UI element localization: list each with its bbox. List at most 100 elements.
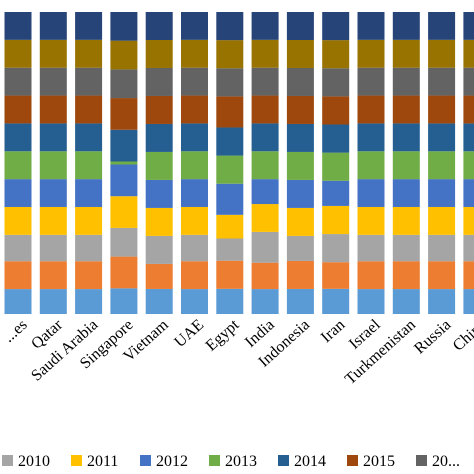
bar-segment xyxy=(145,235,173,264)
bar-segment xyxy=(463,151,474,180)
bar-segment xyxy=(428,289,456,314)
bar-segment xyxy=(392,39,420,68)
bar-segment xyxy=(428,39,456,68)
bar-segment xyxy=(357,261,385,290)
bar-segment xyxy=(357,39,385,68)
bar-segment xyxy=(110,196,138,228)
bar-segment xyxy=(216,238,244,261)
bar-segment xyxy=(251,262,279,290)
bar-segment xyxy=(75,39,103,68)
legend-swatch xyxy=(416,455,427,466)
bar-segment xyxy=(216,40,244,69)
bar-segment xyxy=(392,12,420,40)
bar-segment xyxy=(4,261,32,290)
bar-segment xyxy=(251,67,279,96)
bar-segment xyxy=(145,39,173,68)
bar-segment xyxy=(322,205,350,235)
bar-segment xyxy=(4,234,32,262)
bar-segment xyxy=(322,124,350,153)
legend: 2010 2011 2012 2013 2014 2015 20... xyxy=(2,453,460,470)
bar-segment xyxy=(39,179,67,207)
bar-segment xyxy=(357,123,385,152)
bar-segment xyxy=(4,289,32,314)
x-tick-label: Egypt xyxy=(203,316,243,355)
bar-segment xyxy=(75,95,103,124)
bar-segment xyxy=(286,179,314,208)
bar-segment xyxy=(75,261,103,290)
bar-segment xyxy=(110,256,138,289)
legend-swatch xyxy=(209,455,220,466)
x-tick-label: China xyxy=(450,316,474,354)
bar-segment xyxy=(392,289,420,314)
bar-segment xyxy=(216,96,244,128)
bar-segment xyxy=(286,207,314,236)
bar-segment xyxy=(286,260,314,289)
bar-segment xyxy=(251,12,279,40)
x-tick-label: Russia xyxy=(411,316,454,357)
bar-segment xyxy=(322,262,350,289)
bar-segment xyxy=(463,261,474,290)
x-tick-label: UAE xyxy=(171,316,207,351)
bar-segment xyxy=(75,12,103,40)
bar-segment xyxy=(145,67,173,96)
bar-segment xyxy=(286,95,314,124)
bar-segment xyxy=(216,183,244,215)
bar-segment xyxy=(428,95,456,124)
bar-segment xyxy=(251,179,279,205)
bar-segment xyxy=(463,67,474,96)
bar-segment xyxy=(322,152,350,181)
bar-segment xyxy=(463,179,474,207)
bar-segment xyxy=(322,96,350,125)
bar-segment xyxy=(216,288,244,314)
legend-label: 2015 xyxy=(363,453,395,470)
bar-segment xyxy=(357,95,385,124)
bar-segment xyxy=(322,68,350,97)
bar-segment xyxy=(145,288,173,314)
bar-segment xyxy=(39,123,67,152)
bar-segment xyxy=(181,151,208,180)
bar-segment xyxy=(75,289,103,314)
bar-segment xyxy=(357,12,385,40)
bar-segment xyxy=(392,151,420,180)
bar-segment xyxy=(322,180,350,206)
bar-segment xyxy=(75,123,103,152)
bar-segment xyxy=(286,288,314,314)
bar-segment xyxy=(181,261,208,290)
bar-segment xyxy=(39,151,67,180)
bar-segment xyxy=(251,204,279,232)
bar-segment xyxy=(110,69,138,99)
bar-segment xyxy=(181,206,208,235)
bar-segment xyxy=(463,95,474,124)
bar-segment xyxy=(181,234,208,262)
bars-group xyxy=(4,12,474,314)
bar-segment xyxy=(75,234,103,262)
legend-label: 2014 xyxy=(294,453,326,470)
bar-segment xyxy=(4,206,32,235)
bar-segment xyxy=(216,260,244,289)
bar-segment xyxy=(4,39,32,68)
bar-segment xyxy=(357,151,385,180)
bar-segment xyxy=(75,67,103,96)
bar-segment xyxy=(286,39,314,68)
bar-segment xyxy=(392,123,420,152)
legend-label: 20... xyxy=(432,453,460,470)
bar-segment xyxy=(4,123,32,152)
x-tick-label: Iran xyxy=(318,316,349,346)
bar-segment xyxy=(181,123,208,152)
bar-segment xyxy=(357,206,385,235)
bar-segment xyxy=(322,234,350,263)
bar-segment xyxy=(463,206,474,235)
bar-segment xyxy=(110,129,138,162)
bar-segment xyxy=(463,234,474,262)
bar-segment xyxy=(39,289,67,314)
legend-label: 2011 xyxy=(87,453,118,470)
bar-segment xyxy=(110,288,138,314)
bar-segment xyxy=(463,289,474,314)
bar-segment xyxy=(357,234,385,262)
legend-label: 2012 xyxy=(156,453,188,470)
bar-segment xyxy=(75,206,103,235)
bar-segment xyxy=(216,155,244,184)
bar-segment xyxy=(145,12,173,40)
bar-segment xyxy=(463,12,474,40)
